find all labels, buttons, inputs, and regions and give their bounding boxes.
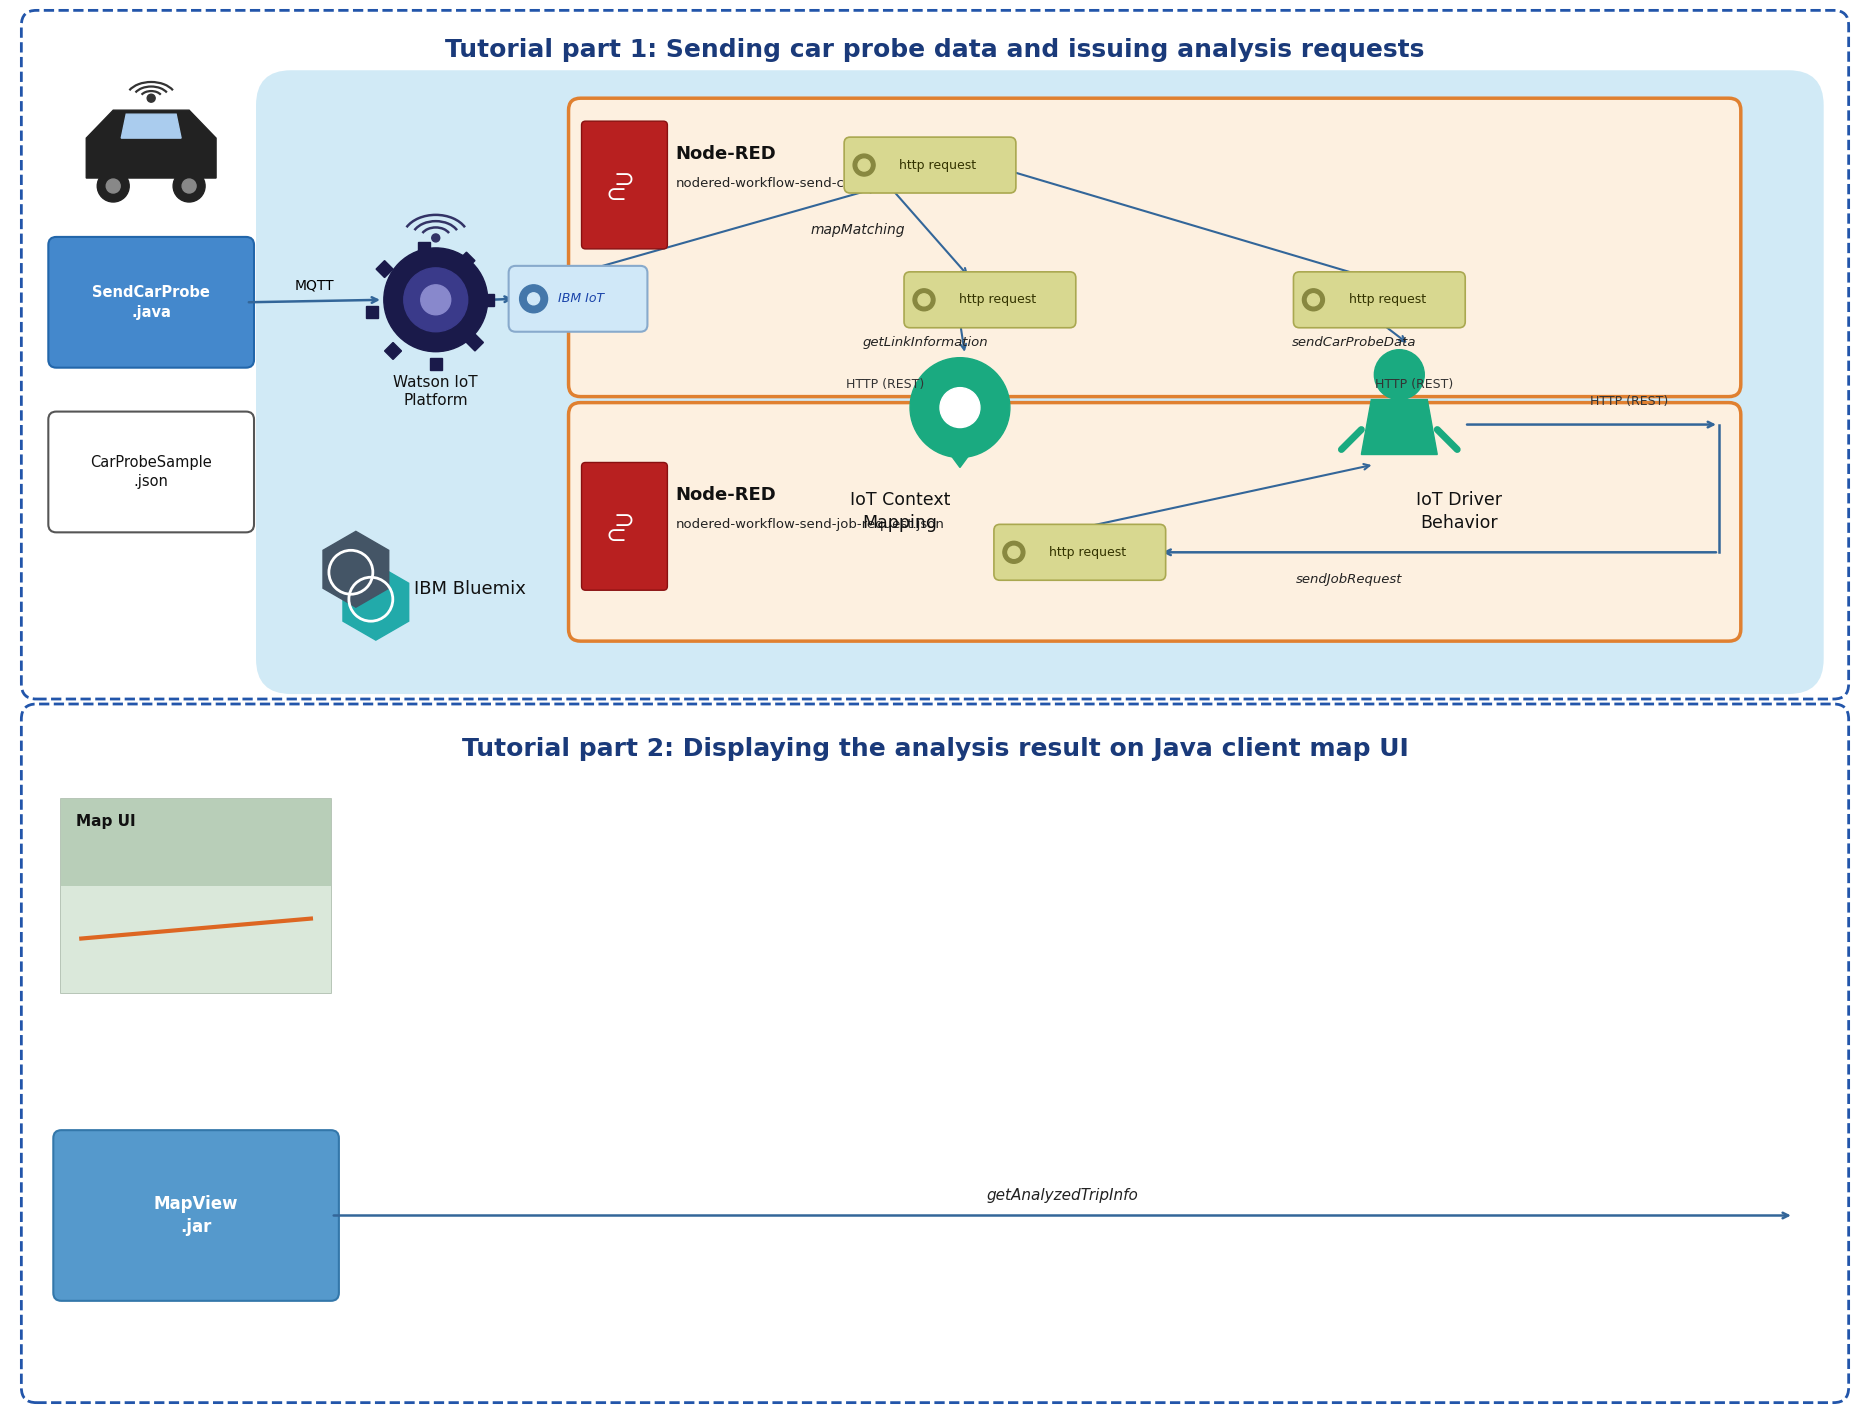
FancyBboxPatch shape [993,525,1165,580]
FancyBboxPatch shape [568,98,1740,396]
Bar [466,334,483,351]
Circle shape [519,284,547,312]
Text: HTTP (REST): HTTP (REST) [1375,378,1453,392]
Circle shape [421,284,451,315]
FancyBboxPatch shape [1292,271,1465,328]
Circle shape [852,154,875,177]
Circle shape [918,294,929,305]
Bar [457,252,474,269]
Text: getLinkInformation: getLinkInformation [862,337,987,349]
Text: getAnalyzedTripInfo: getAnalyzedTripInfo [985,1188,1137,1202]
Circle shape [528,293,539,305]
FancyBboxPatch shape [568,403,1740,641]
Circle shape [1307,294,1319,305]
Circle shape [182,180,197,194]
Polygon shape [931,430,987,468]
Text: sendJobRequest: sendJobRequest [1296,573,1401,585]
Circle shape [403,267,468,332]
FancyBboxPatch shape [257,71,1822,694]
Text: http request: http request [1349,293,1425,307]
Circle shape [97,170,129,202]
Text: Node-RED: Node-RED [674,146,775,163]
Circle shape [910,358,1010,458]
Text: Map UI: Map UI [77,814,137,829]
Polygon shape [86,110,215,178]
Bar [62,799,332,994]
Circle shape [912,288,935,311]
Circle shape [1302,288,1324,311]
Polygon shape [343,564,408,641]
Polygon shape [1360,400,1437,454]
Bar [384,342,401,359]
Text: Watson IoT
Platform: Watson IoT Platform [393,375,478,409]
Text: CarProbeSample
.json: CarProbeSample .json [90,454,212,489]
FancyBboxPatch shape [581,122,667,249]
FancyBboxPatch shape [581,462,667,590]
Text: sendCarProbeData: sendCarProbeData [1292,337,1416,349]
Circle shape [431,233,440,242]
Text: http request: http request [959,293,1036,307]
Text: IoT Context
Mapping: IoT Context Mapping [850,492,950,532]
Text: Node-RED: Node-RED [674,486,775,505]
Circle shape [858,160,869,171]
Circle shape [172,170,204,202]
Text: HTTP (REST): HTTP (REST) [1588,395,1667,409]
Text: IBM Bluemix: IBM Bluemix [414,580,524,598]
Text: Tutorial part 2: Displaying the analysis result on Java client map UI: Tutorial part 2: Displaying the analysis… [461,737,1408,761]
Bar [481,294,493,305]
FancyBboxPatch shape [843,137,1015,194]
FancyBboxPatch shape [49,238,255,368]
Circle shape [940,387,980,427]
Circle shape [148,95,155,102]
Bar [62,799,332,887]
Text: ⊂: ⊂ [605,182,627,206]
Circle shape [1002,542,1025,563]
Circle shape [1373,349,1423,400]
Text: nodered-workflow-send-job-request.json: nodered-workflow-send-job-request.json [674,519,944,532]
Bar [62,887,332,994]
Circle shape [1008,546,1019,559]
Text: nodered-workflow-send-car-probe-data.json: nodered-workflow-send-car-probe-data.jso… [674,177,966,189]
FancyBboxPatch shape [49,411,255,532]
Text: IBM IoT: IBM IoT [558,293,603,305]
Text: MapView
.jar: MapView .jar [154,1195,238,1236]
Polygon shape [322,532,388,607]
Polygon shape [122,115,182,139]
Text: http request: http request [899,158,976,171]
Bar [429,358,442,369]
Text: Tutorial part 1: Sending car probe data and issuing analysis requests: Tutorial part 1: Sending car probe data … [446,38,1423,62]
Bar [418,242,429,255]
Text: SendCarProbe
.java: SendCarProbe .java [92,284,210,320]
FancyBboxPatch shape [508,266,646,332]
Bar [376,260,393,277]
Text: ⊂: ⊂ [605,525,627,549]
Text: MQTT: MQTT [294,279,333,293]
Text: ⊃: ⊃ [614,509,635,533]
Text: http request: http request [1049,546,1126,559]
FancyBboxPatch shape [52,1130,339,1301]
Bar [365,305,378,318]
Text: HTTP (REST): HTTP (REST) [845,378,923,392]
Circle shape [107,180,120,194]
Text: ⊃: ⊃ [614,168,635,192]
Text: mapMatching: mapMatching [809,223,905,238]
FancyBboxPatch shape [903,271,1075,328]
Circle shape [384,247,487,352]
Text: IoT Driver
Behavior: IoT Driver Behavior [1416,492,1502,532]
